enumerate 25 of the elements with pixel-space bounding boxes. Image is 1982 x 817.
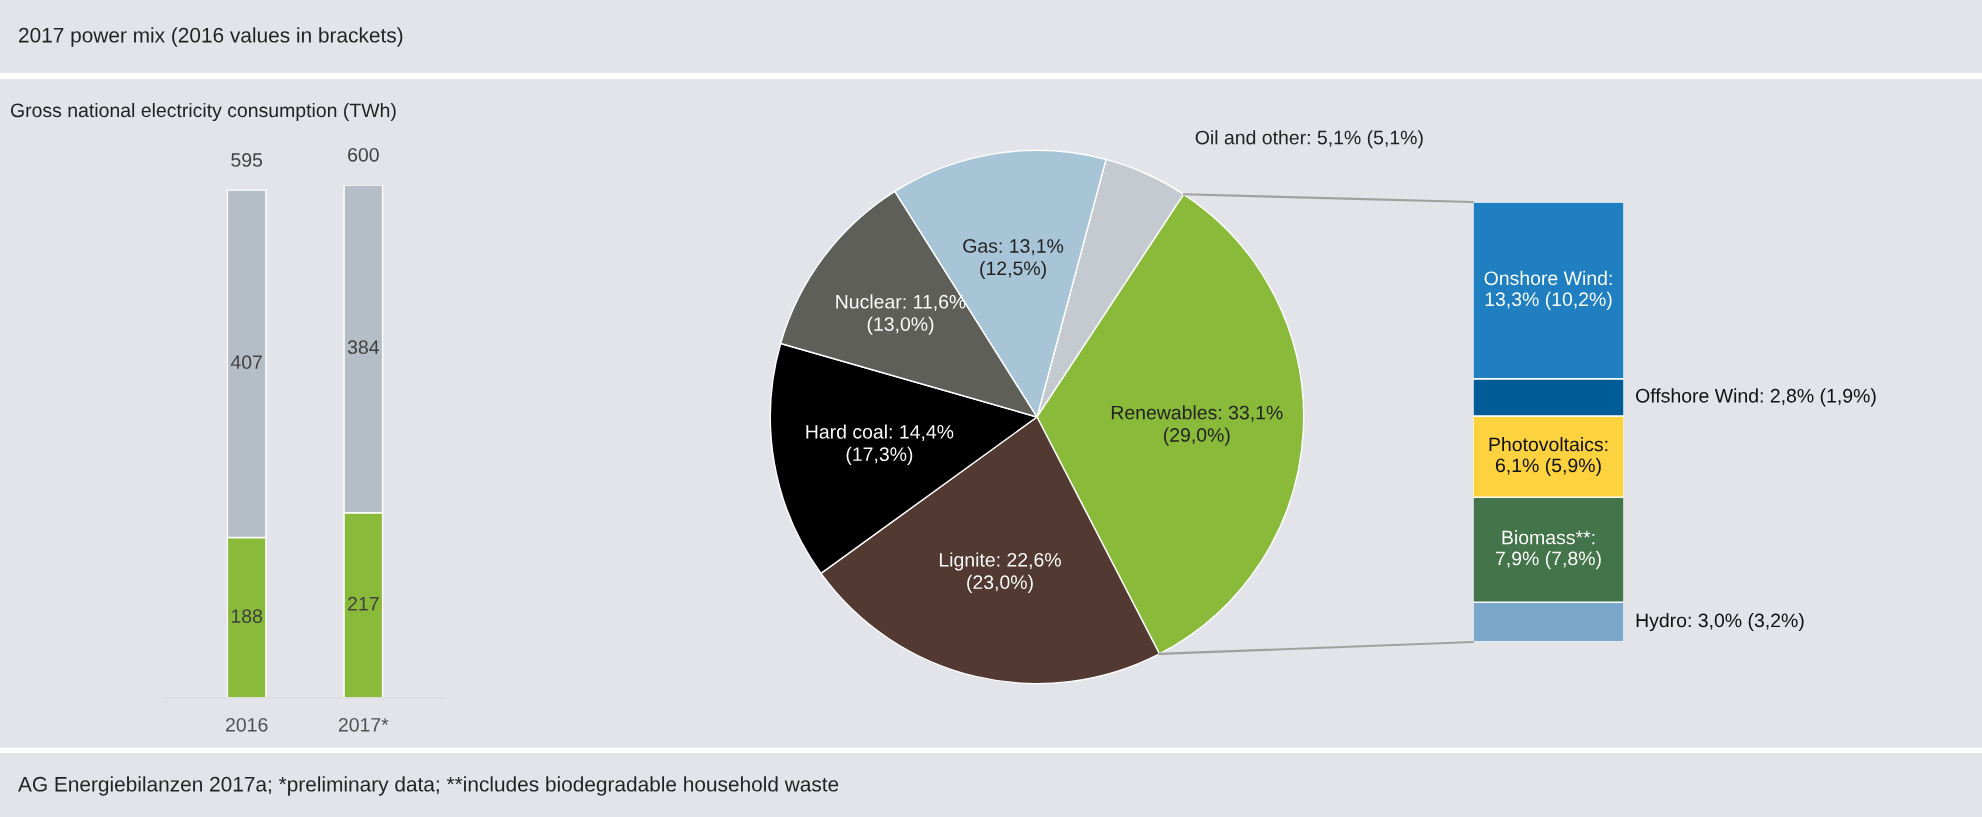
slice-label: Renewables: 33,1% (29,0%) <box>1111 405 1283 446</box>
slice-label: Gas: 13,1% (12,5%) <box>963 239 1064 280</box>
chart-title: Gross national electricity consumption (TWh) <box>10 102 396 122</box>
text: 2017 power mix (2016 values in brackets) <box>19 27 403 47</box>
slice-label: Hard coal: 14,4% (17,3%) <box>806 424 954 465</box>
slice-label: Lignite: 22,6% (23,0%) <box>939 552 1061 593</box>
series-label: Onshore Wind: <box>1484 270 1612 286</box>
text: Hydro: 3,0% (3,2%) <box>1636 613 1804 632</box>
total-label: 600 <box>348 147 379 162</box>
data-label: 188 <box>231 609 263 623</box>
series-label: Biomass**: <box>1502 530 1595 545</box>
text: AG Energiebilanzen 2017a; *preliminary data; **includes biodegradable household waste <box>18 776 839 796</box>
x-tick-label: 2016 <box>226 717 268 732</box>
data-label: 407 <box>230 355 262 370</box>
data-label: 6,1% (5,9%) <box>1495 457 1601 477</box>
data-label: 13,3% (10,2%) <box>1485 291 1612 310</box>
text: Offshore Wind: 2,8% (1,9%) <box>1636 388 1876 407</box>
series-label: Photovoltaics: <box>1489 437 1608 452</box>
x-tick-label: 2017* <box>338 717 389 732</box>
data-label: 384 <box>347 340 379 355</box>
slice-label: Nuclear: 11,6% (13,0%) <box>836 294 966 335</box>
total-label: 595 <box>231 153 263 167</box>
slice-label: Oil and other: 5,1% (5,1%) <box>1195 130 1423 149</box>
data-label: 7,9% (7,8%) <box>1496 551 1601 570</box>
data-label: 217 <box>348 596 379 611</box>
